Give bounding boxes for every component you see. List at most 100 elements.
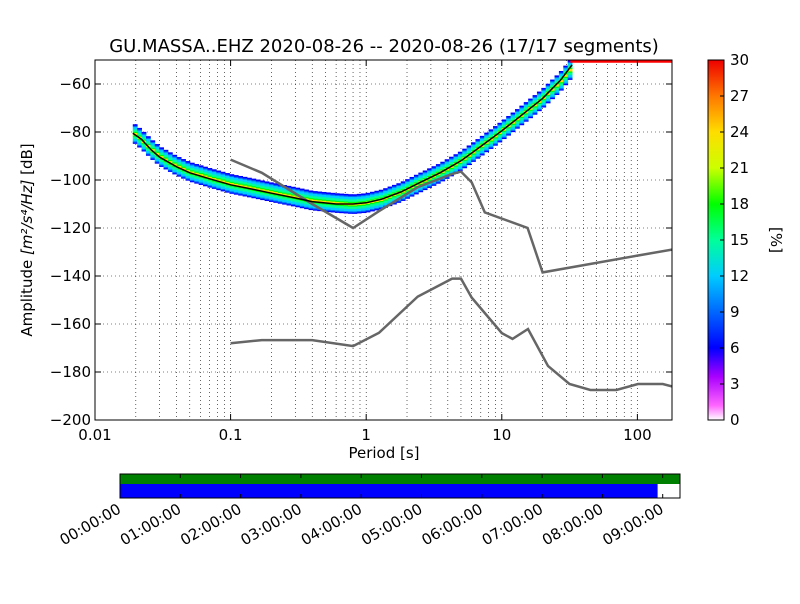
heatmap-cell bbox=[247, 186, 252, 188]
heatmap-cell bbox=[150, 155, 156, 158]
heatmap-cell bbox=[378, 206, 384, 209]
heatmap-cell bbox=[264, 199, 270, 202]
heatmap-cell bbox=[471, 149, 476, 152]
y-axis-ticks: −60 −80 −100 −120 −140 −160 −180 −200 bbox=[50, 75, 672, 429]
heatmap-cell bbox=[145, 150, 151, 153]
heatmap-cell bbox=[317, 199, 323, 202]
heatmap-cell bbox=[523, 102, 529, 104]
heatmap-cell bbox=[229, 174, 235, 176]
heatmap-cell bbox=[203, 169, 208, 171]
heatmap-cell bbox=[444, 173, 450, 176]
heatmap-cell bbox=[154, 147, 160, 150]
heatmap-cell bbox=[273, 191, 279, 194]
heatmap-cell bbox=[514, 115, 520, 117]
x-tick-label: 0.1 bbox=[219, 426, 243, 444]
heatmap-cell bbox=[268, 187, 274, 189]
heatmap-cell bbox=[343, 211, 349, 214]
heatmap-cell bbox=[370, 207, 375, 209]
heatmap-cell bbox=[444, 159, 450, 161]
heatmap-cell bbox=[145, 152, 151, 155]
heatmap-cell bbox=[172, 154, 178, 157]
heatmap-cell bbox=[488, 131, 494, 134]
heatmap-cell bbox=[198, 168, 204, 171]
heatmap-cell bbox=[479, 145, 485, 148]
heatmap-cell bbox=[453, 160, 459, 162]
heatmap-cell bbox=[365, 204, 371, 207]
heatmap-cell bbox=[229, 176, 235, 179]
heatmap-cell bbox=[545, 84, 551, 87]
heatmap-cell bbox=[356, 195, 362, 197]
heatmap-cell bbox=[330, 195, 336, 197]
heatmap-cell bbox=[396, 189, 402, 191]
heatmap-cell bbox=[137, 135, 142, 137]
heatmap-cell bbox=[383, 189, 388, 191]
heatmap-cell bbox=[418, 177, 424, 180]
heatmap-cell bbox=[471, 156, 476, 159]
heatmap-cell bbox=[264, 183, 270, 186]
heatmap-cell bbox=[497, 127, 503, 130]
heatmap-cell bbox=[370, 194, 375, 196]
heatmap-cell bbox=[532, 105, 538, 108]
heatmap-cell bbox=[536, 102, 542, 104]
heatmap-cell bbox=[233, 187, 239, 189]
heatmap-cell bbox=[361, 197, 367, 199]
heatmap-cell bbox=[545, 83, 551, 86]
heatmap-cell bbox=[159, 155, 164, 158]
y-tick-label: −100 bbox=[50, 171, 91, 189]
heatmap-cell bbox=[427, 170, 432, 173]
heatmap-cell bbox=[308, 195, 314, 197]
heatmap-cell bbox=[352, 206, 358, 208]
heatmap-cell bbox=[150, 140, 156, 142]
heatmap-cell bbox=[334, 199, 340, 201]
heatmap-cell bbox=[181, 163, 186, 166]
heatmap-cell bbox=[260, 188, 265, 191]
heatmap-cell bbox=[348, 196, 353, 199]
colorbar-label: [%] bbox=[767, 227, 785, 253]
heatmap-cell bbox=[352, 196, 358, 199]
heatmap-cell bbox=[488, 135, 494, 137]
heatmap-cell bbox=[233, 193, 239, 195]
heatmap-cell bbox=[519, 123, 525, 126]
heatmap-cell bbox=[361, 205, 367, 208]
heatmap-cell bbox=[185, 177, 191, 180]
heatmap-cell bbox=[370, 206, 375, 208]
heatmap-cell bbox=[194, 179, 200, 182]
heatmap-cell bbox=[471, 159, 476, 161]
heatmap-cell bbox=[528, 109, 533, 111]
heatmap-cell bbox=[264, 186, 270, 188]
heatmap-cell bbox=[238, 178, 244, 180]
heatmap-cell bbox=[541, 105, 547, 108]
heatmap-cell bbox=[242, 190, 248, 192]
heatmap-cell bbox=[326, 193, 331, 196]
heatmap-cell bbox=[457, 162, 463, 165]
heatmap-cell bbox=[400, 181, 406, 183]
heatmap-cell bbox=[519, 122, 525, 125]
heatmap-cell bbox=[339, 194, 345, 197]
heatmap-cell bbox=[523, 111, 529, 114]
heatmap-cell bbox=[304, 195, 309, 198]
colorbar-tick-label: 21 bbox=[730, 159, 749, 177]
heatmap-cell bbox=[493, 144, 498, 146]
heatmap-cell bbox=[176, 161, 182, 164]
heatmap-cell bbox=[453, 169, 459, 172]
heatmap-cell bbox=[225, 174, 230, 176]
heatmap-cell bbox=[457, 163, 463, 166]
heatmap-cell bbox=[273, 198, 279, 201]
heatmap-cell bbox=[418, 190, 424, 193]
heatmap-cell bbox=[400, 196, 406, 199]
heatmap-cell bbox=[277, 192, 283, 195]
heatmap-cell bbox=[506, 123, 511, 125]
heatmap-cell bbox=[317, 195, 323, 197]
heatmap-cell bbox=[427, 179, 432, 181]
heatmap-cell bbox=[453, 168, 459, 171]
heatmap-cell bbox=[167, 154, 173, 157]
heatmap-cell bbox=[290, 195, 296, 197]
heatmap-cell bbox=[545, 96, 551, 99]
heatmap-cell bbox=[453, 165, 459, 167]
heatmap-cell bbox=[225, 173, 230, 175]
heatmap-cell bbox=[348, 211, 353, 213]
heatmap-cell bbox=[405, 182, 410, 185]
heatmap-cell bbox=[550, 92, 555, 95]
heatmap-cell bbox=[255, 180, 261, 183]
heatmap-cell bbox=[541, 90, 547, 92]
